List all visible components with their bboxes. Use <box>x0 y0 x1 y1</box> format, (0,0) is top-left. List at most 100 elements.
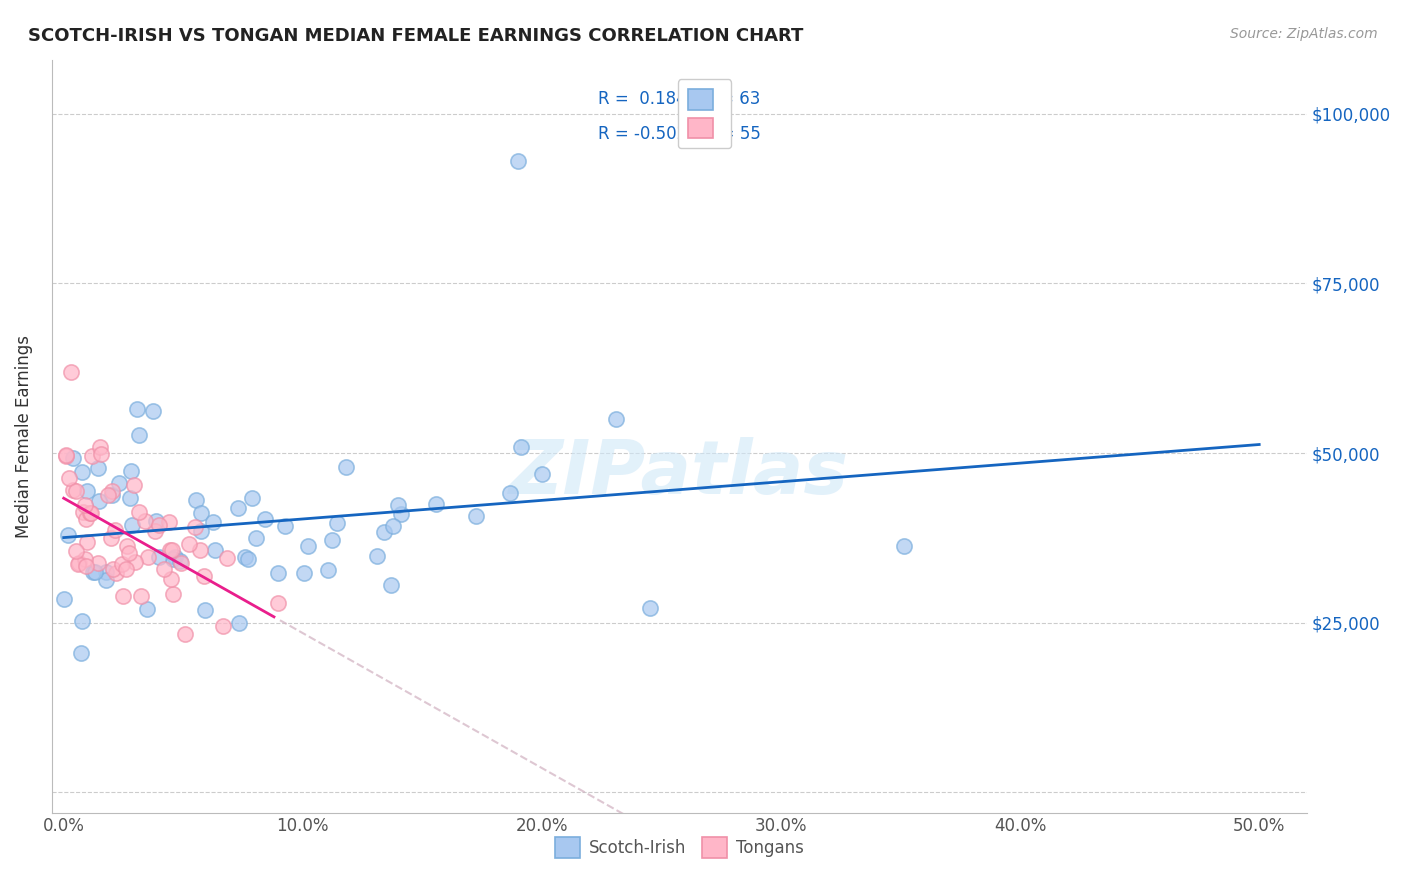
Point <box>188 543 211 558</box>
Point <box>66 557 89 571</box>
Point <box>111 558 134 572</box>
Point <box>72 614 94 628</box>
Point <box>162 587 184 601</box>
Point <box>121 517 143 532</box>
Point <box>76 484 98 499</box>
Point <box>127 402 149 417</box>
Point <box>226 500 249 515</box>
Point <box>165 550 187 565</box>
Point <box>128 505 150 519</box>
Point <box>228 616 250 631</box>
Point <box>381 519 404 533</box>
Point <box>118 546 141 560</box>
Point <box>73 551 96 566</box>
Point <box>89 440 111 454</box>
Point <box>316 563 339 577</box>
Point <box>89 494 111 508</box>
Point <box>94 565 117 579</box>
Point <box>108 475 131 490</box>
Point <box>62 451 84 466</box>
Legend: Scotch-Irish, Tongans: Scotch-Irish, Tongans <box>548 830 810 864</box>
Point <box>101 484 124 499</box>
Point <box>194 603 217 617</box>
Point <box>190 506 212 520</box>
Point <box>70 646 93 660</box>
Point <box>117 540 139 554</box>
Point <box>104 523 127 537</box>
Point <box>134 514 156 528</box>
Point <box>193 569 215 583</box>
Point <box>893 540 915 554</box>
Point <box>184 493 207 508</box>
Point <box>75 498 97 512</box>
Text: Source: ZipAtlas.com: Source: ZipAtlas.com <box>1230 27 1378 41</box>
Point <box>90 447 112 461</box>
Point <box>87 556 110 570</box>
Point <box>55 448 77 462</box>
Point <box>159 572 181 586</box>
Point <box>184 520 207 534</box>
Point <box>162 552 184 566</box>
Point <box>82 565 104 579</box>
Point <box>65 484 87 499</box>
Point <box>128 428 150 442</box>
Point <box>212 619 235 633</box>
Point <box>136 550 159 565</box>
Point <box>75 559 97 574</box>
Point <box>373 525 395 540</box>
Point <box>100 531 122 545</box>
Point <box>76 535 98 549</box>
Point <box>101 488 124 502</box>
Point <box>638 601 661 615</box>
Point <box>202 515 225 529</box>
Point <box>80 506 103 520</box>
Point <box>111 590 134 604</box>
Point <box>389 507 412 521</box>
Point <box>530 467 553 482</box>
Point <box>56 528 79 542</box>
Point <box>152 562 174 576</box>
Point <box>97 488 120 502</box>
Point <box>84 566 107 580</box>
Point <box>245 531 267 545</box>
Point <box>142 404 165 418</box>
Point <box>143 524 166 539</box>
Y-axis label: Median Female Earnings: Median Female Earnings <box>15 334 32 538</box>
Text: R =  0.184   N = 63: R = 0.184 N = 63 <box>598 90 761 108</box>
Point <box>160 542 183 557</box>
Point <box>240 491 263 506</box>
Point <box>506 154 529 169</box>
Point <box>101 562 124 576</box>
Point <box>157 516 180 530</box>
Point <box>380 578 402 592</box>
Point <box>267 596 290 610</box>
Point <box>233 549 256 564</box>
Point <box>190 524 212 538</box>
Point <box>177 537 200 551</box>
Point <box>59 365 82 379</box>
Point <box>159 543 181 558</box>
Point <box>297 539 319 553</box>
Point <box>464 509 486 524</box>
Text: SCOTCH-IRISH VS TONGAN MEDIAN FEMALE EARNINGS CORRELATION CHART: SCOTCH-IRISH VS TONGAN MEDIAN FEMALE EAR… <box>28 27 803 45</box>
Point <box>115 562 138 576</box>
Point <box>53 591 76 606</box>
Point <box>366 549 388 564</box>
Point <box>326 516 349 531</box>
Point <box>253 512 276 526</box>
Point <box>148 550 170 565</box>
Text: ZIPatlas: ZIPatlas <box>509 437 849 510</box>
Point <box>510 440 533 454</box>
Point <box>87 460 110 475</box>
Point <box>82 449 104 463</box>
Point <box>135 602 157 616</box>
Point <box>425 497 447 511</box>
Point <box>65 544 87 558</box>
Point <box>58 471 80 485</box>
Point <box>267 566 290 580</box>
Point <box>124 478 146 492</box>
Point <box>236 551 259 566</box>
Point <box>274 518 297 533</box>
Point <box>145 514 167 528</box>
Text: R = -0.502   N = 55: R = -0.502 N = 55 <box>598 125 761 143</box>
